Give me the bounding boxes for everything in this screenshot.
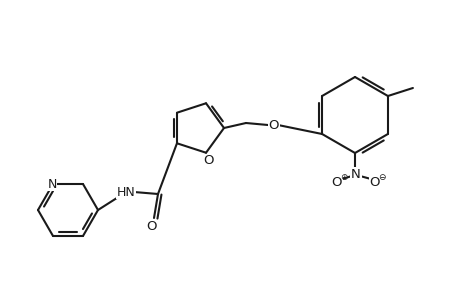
- Text: N: N: [47, 178, 56, 190]
- Text: O: O: [146, 220, 157, 233]
- Text: ⊕: ⊕: [340, 173, 347, 182]
- Text: N: N: [350, 167, 360, 181]
- Text: O: O: [331, 176, 341, 190]
- Text: HN: HN: [117, 185, 135, 199]
- Text: O: O: [202, 154, 213, 167]
- Text: O: O: [268, 118, 279, 131]
- Text: O: O: [369, 176, 380, 190]
- Text: ⊖: ⊖: [377, 173, 385, 182]
